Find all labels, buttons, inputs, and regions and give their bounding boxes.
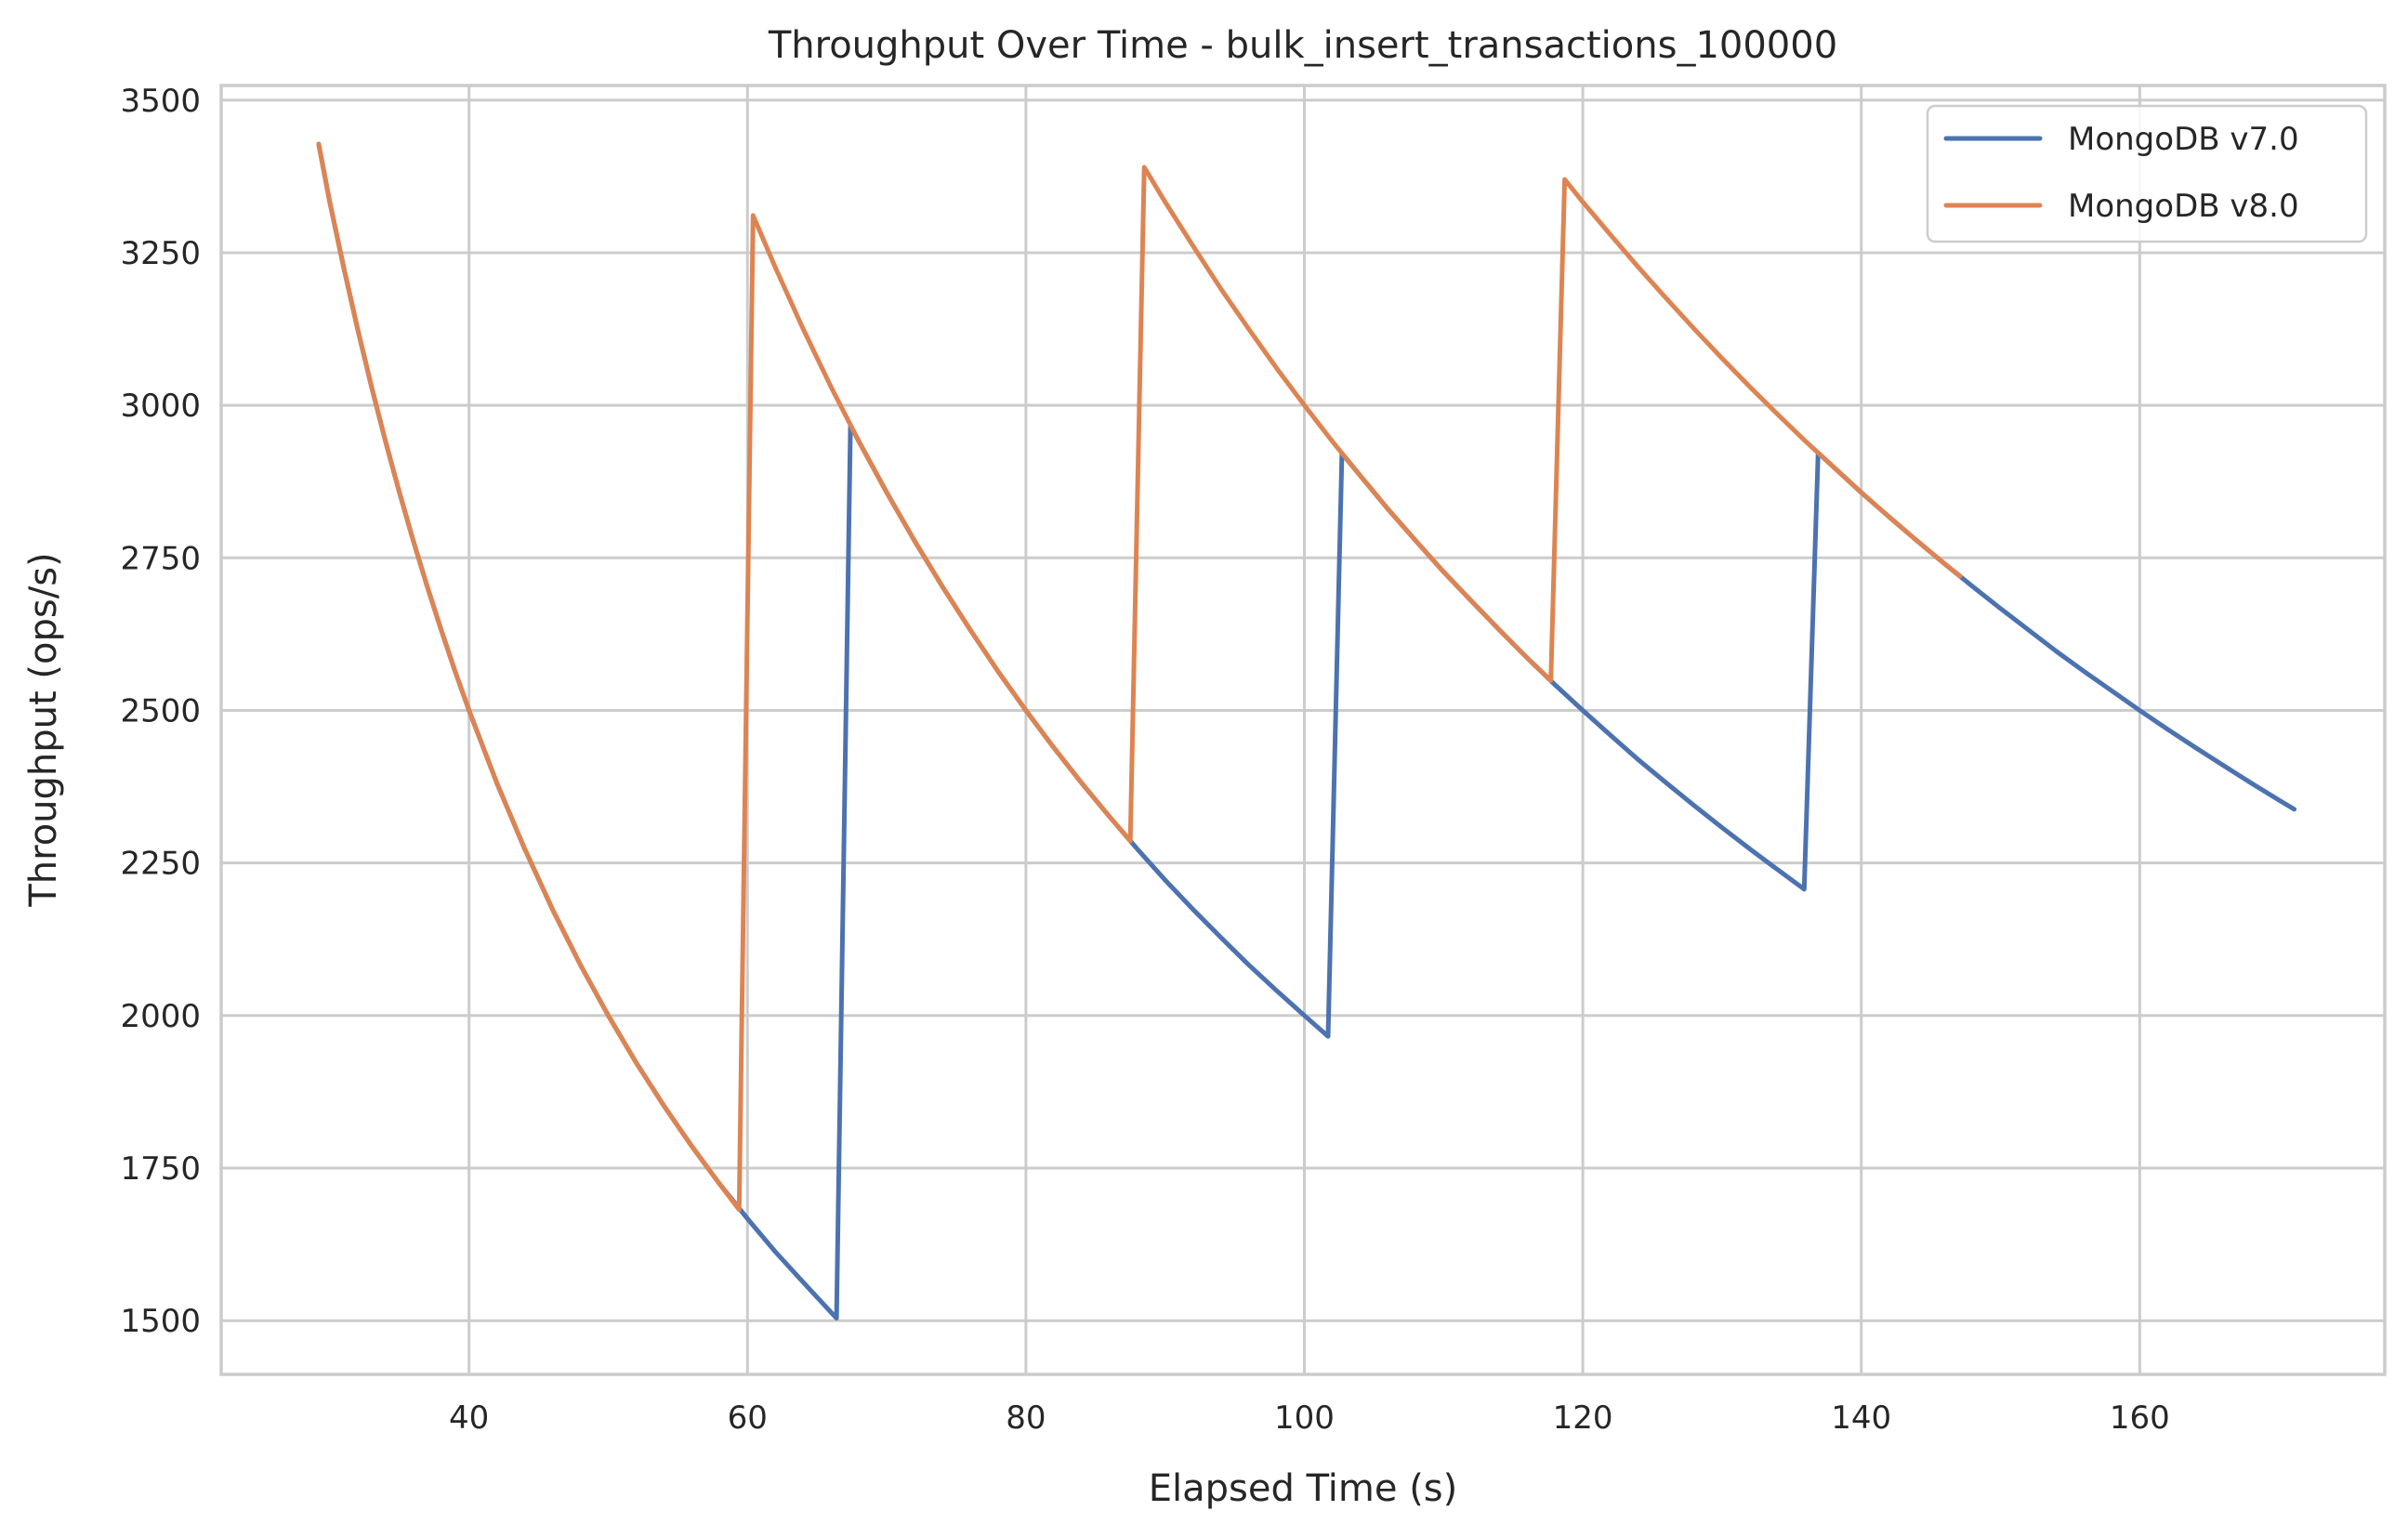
y-tick-label: 2000 — [120, 998, 201, 1035]
legend-label-mongodb-v7: MongoDB v7.0 — [2068, 121, 2299, 158]
legend-label-mongodb-v8: MongoDB v8.0 — [2068, 188, 2299, 225]
legend: MongoDB v7.0 MongoDB v8.0 — [1926, 104, 2368, 243]
plot-frame — [219, 84, 2387, 1376]
y-tick-label: 1750 — [120, 1150, 201, 1188]
y-tick-labels: 1500 1750 2000 2250 2500 2750 3000 3250 3500 — [120, 83, 201, 1340]
x-tick-label: 40 — [449, 1399, 489, 1437]
y-tick-label: 3000 — [120, 388, 201, 425]
x-tick-label: 100 — [1274, 1399, 1335, 1437]
y-tick-label: 2750 — [120, 540, 201, 577]
x-axis-label: Elapsed Time (s) — [1149, 1467, 1458, 1510]
y-tick-label: 2500 — [120, 692, 201, 729]
y-tick-label: 1500 — [120, 1303, 201, 1340]
chart-title: Throughput Over Time - bulk_insert_trans… — [768, 24, 1837, 67]
series-lines — [316, 141, 2297, 1321]
x-tick-label: 120 — [1553, 1399, 1613, 1437]
x-tick-label: 160 — [2110, 1399, 2170, 1437]
x-tick-label: 140 — [1831, 1399, 1891, 1437]
y-gridlines — [221, 99, 2385, 1322]
y-tick-label: 3250 — [120, 235, 201, 272]
y-axis-label: Throughput (ops/s) — [22, 552, 65, 907]
x-tick-label: 80 — [1006, 1399, 1046, 1437]
y-tick-label: 2250 — [120, 846, 201, 883]
x-gridlines — [467, 85, 2141, 1374]
series-line-mongodb-v8 — [316, 141, 1963, 1213]
x-tick-label: 60 — [728, 1399, 768, 1437]
y-tick-label: 3500 — [120, 83, 201, 120]
x-tick-labels: 40 60 80 100 120 140 160 — [449, 1399, 2170, 1437]
